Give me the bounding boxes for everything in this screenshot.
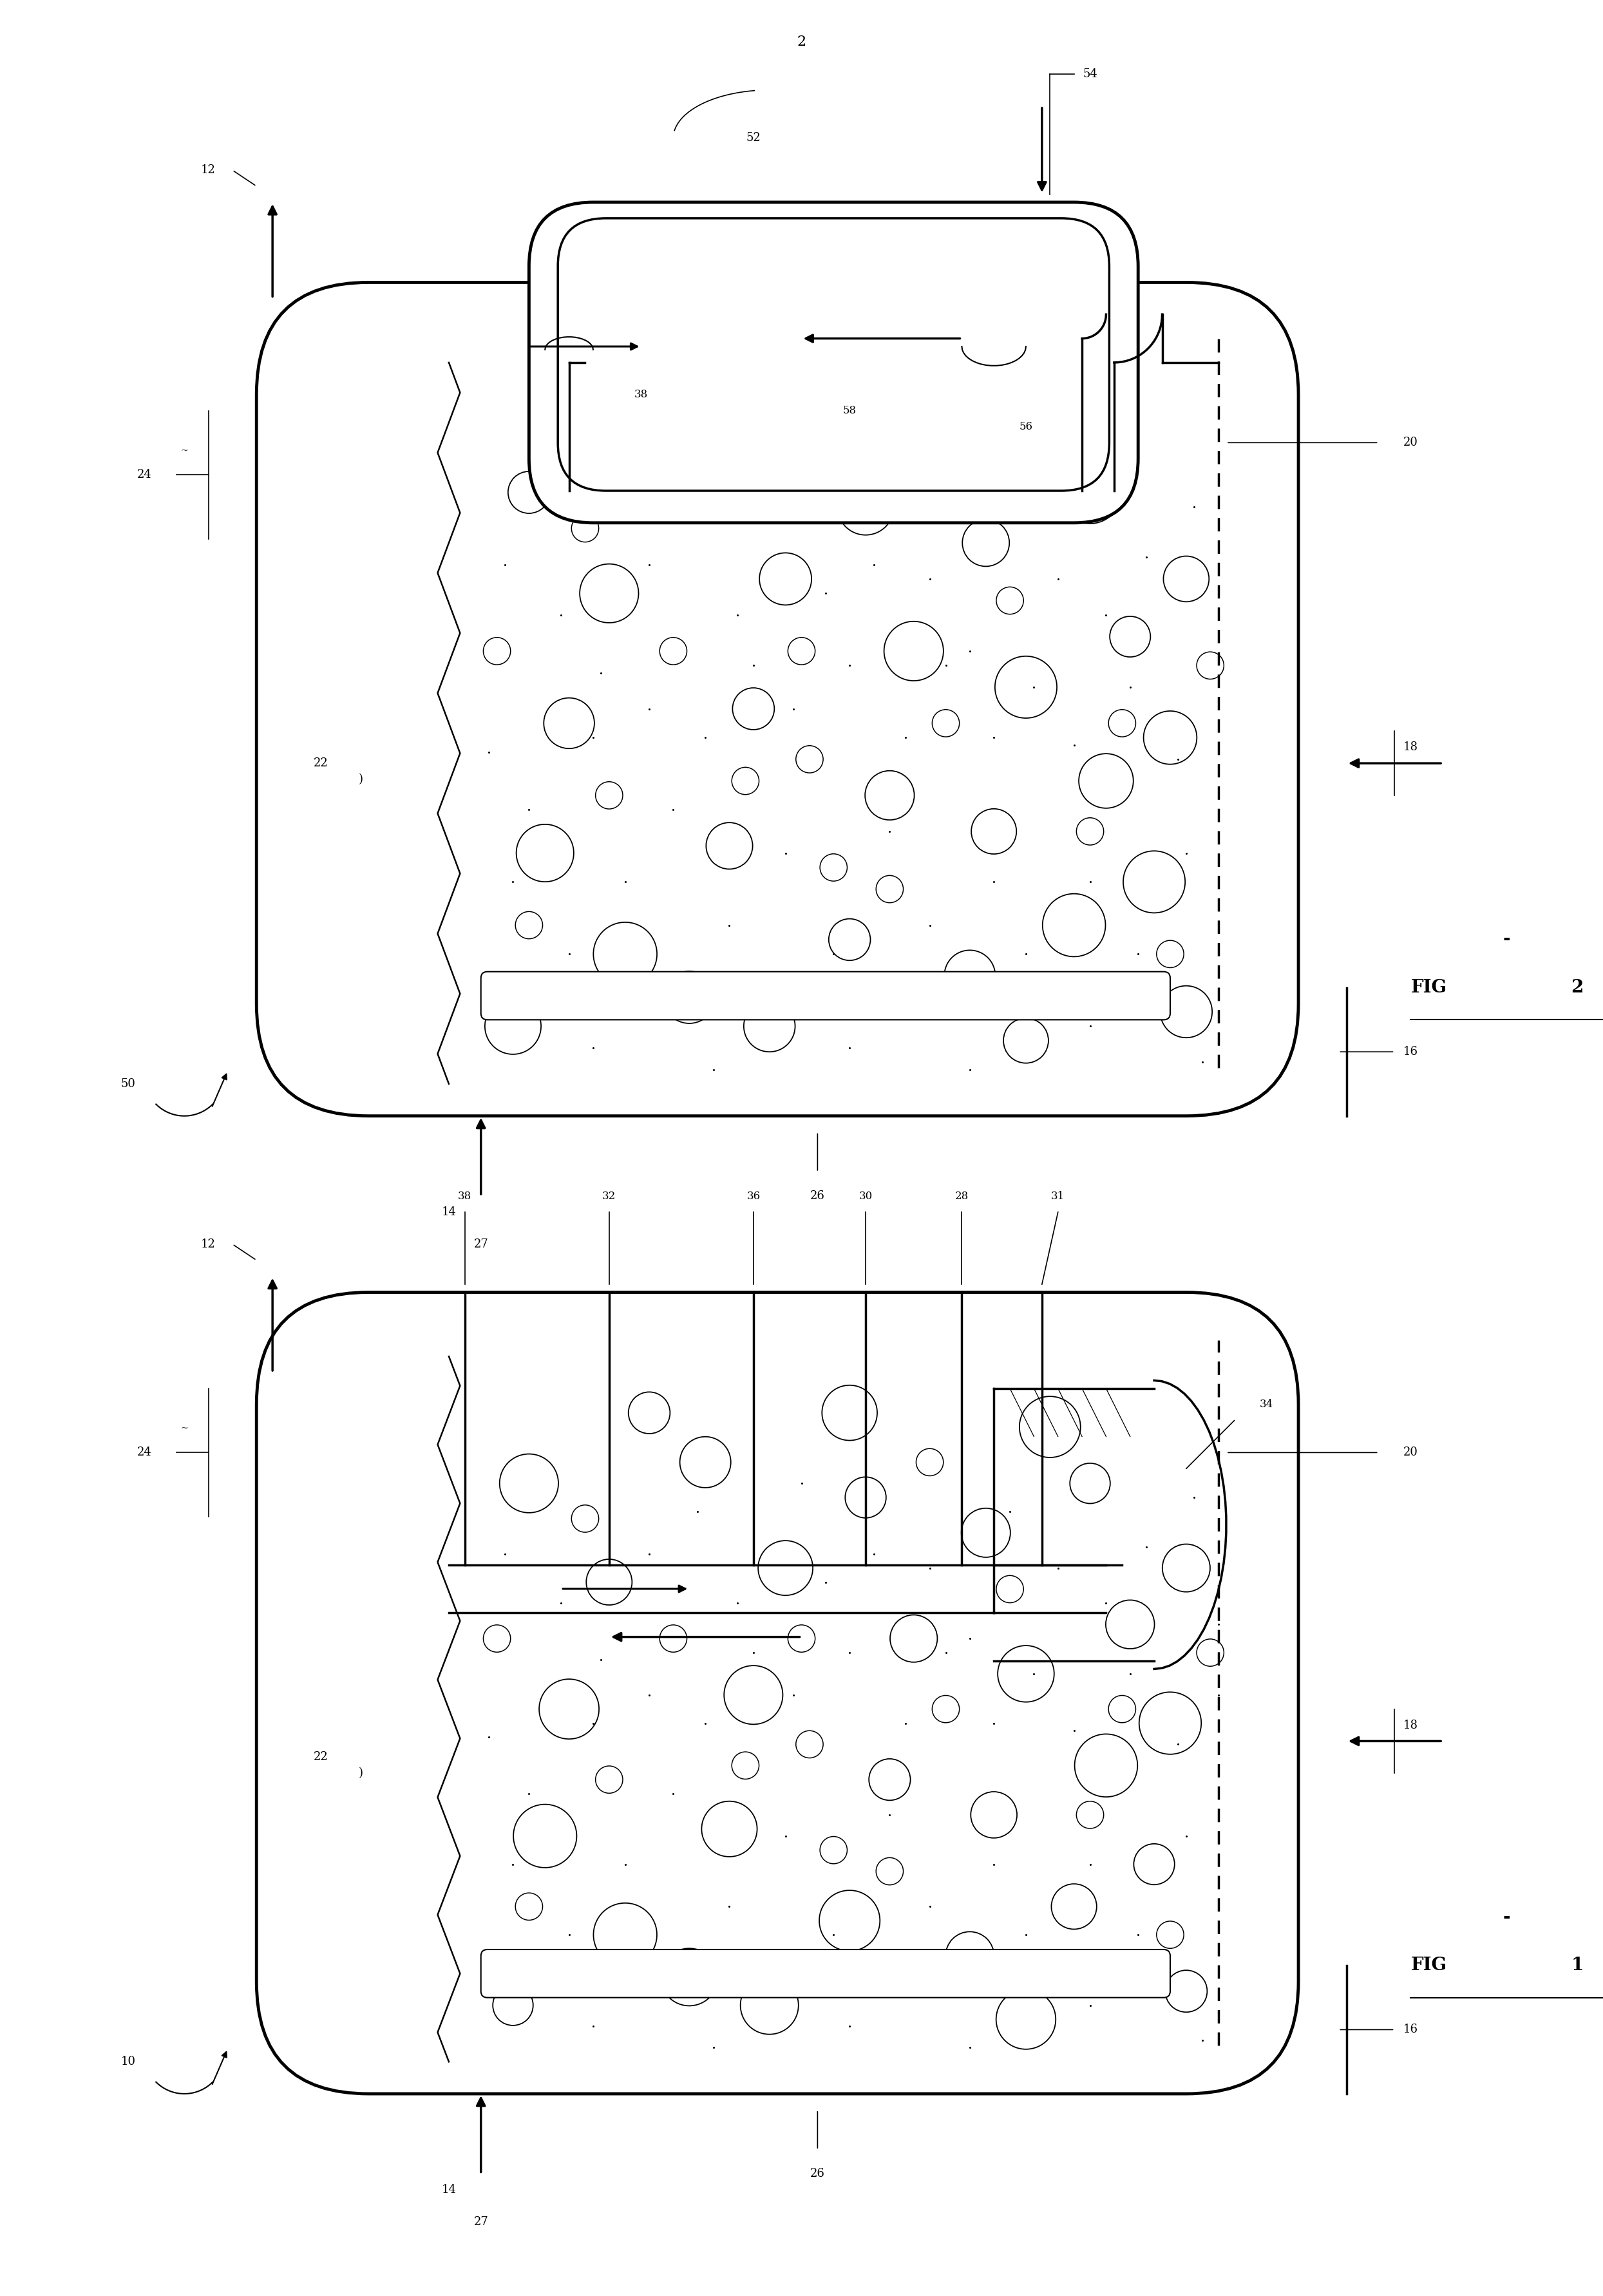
Text: 27: 27 (473, 1238, 489, 1249)
Text: 10: 10 (120, 2055, 136, 2066)
Text: 27: 27 (473, 2216, 489, 2227)
Text: 32: 32 (603, 1192, 616, 1201)
Text: 38: 38 (635, 388, 648, 400)
Text: 36: 36 (747, 1192, 760, 1201)
Text: 20: 20 (1403, 436, 1419, 448)
Text: 58: 58 (843, 404, 856, 416)
FancyBboxPatch shape (481, 971, 1170, 1019)
Text: 1: 1 (1571, 1956, 1584, 1975)
Text: 26: 26 (810, 1189, 826, 1201)
Text: ~: ~ (181, 445, 188, 455)
Text: 18: 18 (1403, 742, 1419, 753)
Text: -: - (1504, 930, 1510, 948)
FancyBboxPatch shape (558, 218, 1109, 491)
Text: -: - (1504, 1908, 1510, 1926)
Text: ): ) (359, 1768, 362, 1779)
Text: 14: 14 (441, 2183, 457, 2195)
Text: ~: ~ (181, 1424, 188, 1433)
Text: 54: 54 (1082, 69, 1098, 80)
Text: 2: 2 (797, 34, 806, 48)
Text: 56: 56 (1020, 420, 1032, 432)
Text: 31: 31 (1052, 1192, 1064, 1201)
Text: 20: 20 (1403, 1446, 1419, 1458)
Text: 50: 50 (120, 1079, 136, 1091)
FancyBboxPatch shape (529, 202, 1138, 523)
Text: ): ) (359, 774, 362, 785)
Text: 14: 14 (441, 1205, 457, 1217)
Text: 16: 16 (1403, 2023, 1419, 2037)
Text: 38: 38 (458, 1192, 471, 1201)
Text: 18: 18 (1403, 1720, 1419, 1731)
Text: 24: 24 (136, 1446, 152, 1458)
Text: 22: 22 (313, 1752, 329, 1763)
FancyBboxPatch shape (256, 282, 1298, 1116)
Text: 16: 16 (1403, 1047, 1419, 1058)
Text: 22: 22 (313, 758, 329, 769)
Text: FIG: FIG (1411, 1956, 1448, 1975)
Text: 2: 2 (1571, 978, 1584, 996)
FancyBboxPatch shape (481, 1949, 1170, 1998)
Text: FIG: FIG (1411, 978, 1448, 996)
Text: 12: 12 (200, 165, 216, 177)
Text: 34: 34 (1260, 1398, 1273, 1410)
FancyBboxPatch shape (256, 1293, 1298, 2094)
Text: 12: 12 (200, 1238, 216, 1249)
Text: 28: 28 (955, 1192, 968, 1201)
Text: 52: 52 (745, 133, 761, 145)
Text: 24: 24 (136, 468, 152, 480)
Text: 26: 26 (810, 2167, 826, 2179)
Text: 30: 30 (859, 1192, 872, 1201)
